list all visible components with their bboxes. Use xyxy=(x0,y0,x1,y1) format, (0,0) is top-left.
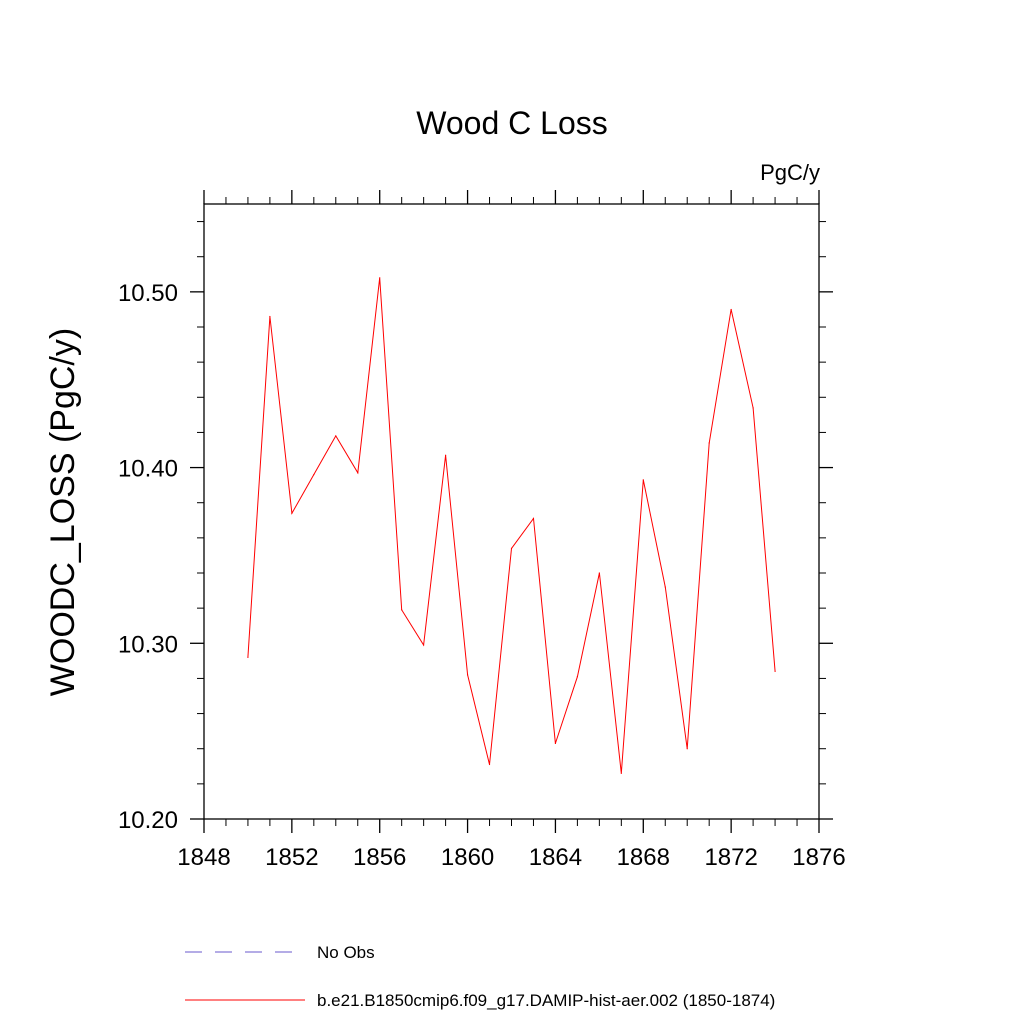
data-point xyxy=(247,656,249,658)
data-point xyxy=(357,472,359,474)
x-tick-label: 1856 xyxy=(353,844,406,871)
data-point xyxy=(686,748,688,750)
legend-label-no-obs: No Obs xyxy=(317,943,375,962)
x-tick-label: 1872 xyxy=(704,844,757,871)
series-layer xyxy=(247,277,776,774)
data-point xyxy=(730,308,732,311)
data-point xyxy=(620,772,622,774)
x-tick-label: 1864 xyxy=(529,844,582,871)
chart-title: Wood C Loss xyxy=(416,105,608,141)
x-tick-label: 1868 xyxy=(617,844,670,871)
data-point xyxy=(291,512,293,514)
axis-ticks xyxy=(190,190,833,833)
data-point xyxy=(576,676,578,678)
data-point xyxy=(466,674,469,676)
data-point xyxy=(313,474,315,476)
data-point xyxy=(664,586,666,588)
y-tick-label: 10.50 xyxy=(118,280,178,307)
x-tick-labels: 1848 1852 1856 1860 1864 1868 1872 1876 xyxy=(177,844,845,871)
data-point xyxy=(401,609,403,611)
units-label: PgC/y xyxy=(760,160,820,185)
x-tick-label: 1848 xyxy=(177,844,230,871)
plot-frame xyxy=(203,203,820,820)
data-point xyxy=(488,763,491,766)
data-point xyxy=(554,742,557,745)
data-point xyxy=(379,277,381,279)
data-point xyxy=(445,454,447,456)
data-point xyxy=(423,644,425,646)
data-point xyxy=(774,670,776,673)
x-tick-label: 1852 xyxy=(265,844,318,871)
data-point xyxy=(510,547,513,550)
data-point xyxy=(708,442,710,444)
y-axis-title: WOODC_LOSS (PgC/y) xyxy=(44,328,82,696)
y-tick-label: 10.20 xyxy=(118,807,178,834)
series-line xyxy=(247,277,776,774)
y-tick-labels: 10.20 10.30 10.40 10.50 xyxy=(118,280,178,834)
x-tick-label: 1876 xyxy=(792,844,845,871)
data-point xyxy=(269,315,271,318)
x-tick-label: 1860 xyxy=(441,844,494,871)
y-tick-label: 10.40 xyxy=(118,456,178,483)
data-point xyxy=(335,435,337,437)
legend: No Obs b.e21.B1850cmip6.f09_g17.DAMIP-hi… xyxy=(185,943,775,1010)
y-tick-label: 10.30 xyxy=(118,631,178,658)
data-point xyxy=(752,407,754,409)
data-point xyxy=(642,479,644,481)
data-point xyxy=(598,572,600,574)
data-point xyxy=(532,517,535,520)
legend-label-model-run: b.e21.B1850cmip6.f09_g17.DAMIP-hist-aer.… xyxy=(317,991,775,1010)
